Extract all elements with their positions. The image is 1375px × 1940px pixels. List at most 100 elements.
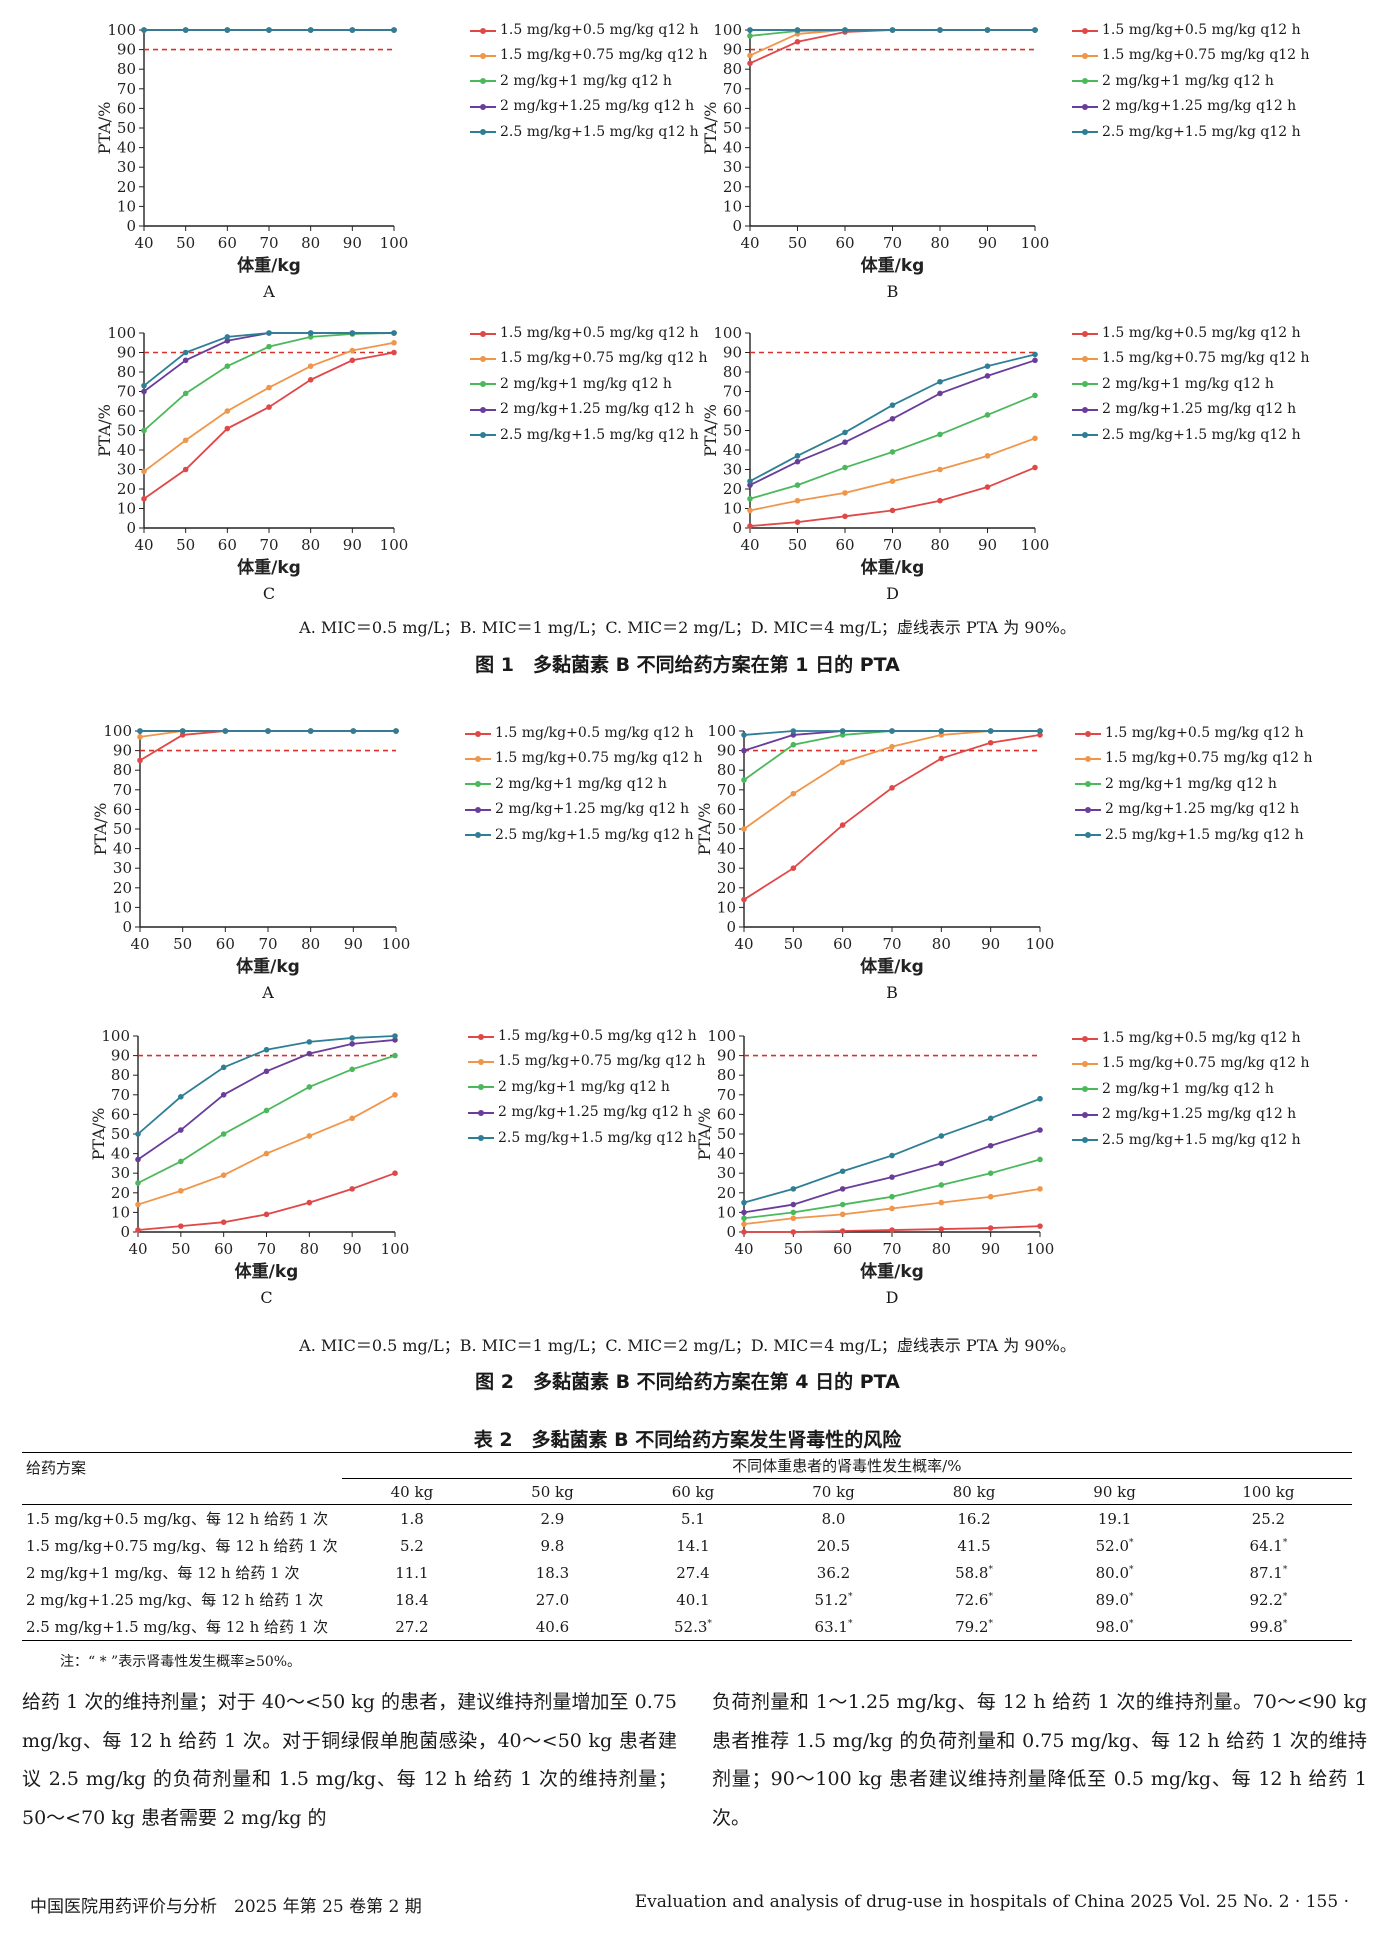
legend-swatch bbox=[1072, 1135, 1098, 1145]
data-point bbox=[307, 27, 314, 33]
table-cell-value: 63.1* bbox=[763, 1613, 904, 1641]
data-point bbox=[1032, 392, 1038, 399]
risk-flag-mark: * bbox=[707, 1618, 712, 1629]
data-point bbox=[224, 338, 231, 344]
data-point bbox=[392, 1092, 398, 1098]
legend-label: 2.5 mg/kg+1.5 mg/kg q12 h bbox=[1105, 826, 1304, 843]
y-tick-label: 10 bbox=[111, 1203, 130, 1221]
risk-flag-mark: * bbox=[988, 1618, 993, 1629]
x-tick-label: 60 bbox=[835, 234, 854, 252]
x-tick-label: 100 bbox=[382, 935, 411, 953]
data-point bbox=[1037, 1127, 1043, 1133]
panel-letter: D bbox=[885, 1288, 899, 1307]
y-tick-label: 50 bbox=[113, 820, 132, 838]
data-point bbox=[938, 1133, 945, 1139]
y-tick-label: 60 bbox=[117, 99, 136, 117]
legend-label: 2 mg/kg+1.25 mg/kg q12 h bbox=[1102, 401, 1297, 418]
table-cell-number: 40.1 bbox=[676, 1590, 710, 1609]
y-tick-label: 20 bbox=[113, 879, 132, 897]
y-tick-label: 20 bbox=[723, 178, 742, 196]
y-tick-label: 10 bbox=[717, 1203, 736, 1221]
y-tick-label: 90 bbox=[723, 41, 742, 59]
x-tick-label: 60 bbox=[835, 536, 854, 554]
legend-label: 2 mg/kg+1.25 mg/kg q12 h bbox=[1102, 1106, 1297, 1123]
data-point bbox=[747, 507, 753, 514]
series-line bbox=[749, 466, 1036, 527]
table-cell-number: 5.2 bbox=[399, 1536, 424, 1555]
data-point bbox=[349, 1035, 355, 1041]
table-header-weight: 80 kg bbox=[903, 1478, 1045, 1505]
data-point bbox=[263, 1046, 270, 1053]
chart-legend: 1.5 mg/kg+0.5 mg/kg q12 h 1.5 mg/kg+0.75 … bbox=[468, 1024, 706, 1151]
table-cell-value: 25.2 bbox=[1185, 1505, 1352, 1533]
legend-label: 2 mg/kg+1.25 mg/kg q12 h bbox=[500, 401, 695, 418]
table-cell-value: 92.2* bbox=[1185, 1586, 1352, 1613]
table-cell-number: 64.1 bbox=[1249, 1536, 1283, 1555]
figure2-note: A. MIC＝0.5 mg/L；B. MIC＝1 mg/L；C. MIC＝2 m… bbox=[299, 1336, 1076, 1355]
y-tick-label: 0 bbox=[122, 918, 132, 936]
x-tick-label: 70 bbox=[882, 935, 901, 953]
table-cell-value: 40.1 bbox=[623, 1586, 764, 1613]
data-point bbox=[306, 1084, 313, 1090]
y-tick-label: 30 bbox=[723, 158, 742, 176]
table-cell-value: 2.9 bbox=[482, 1505, 623, 1533]
y-tick-label: 80 bbox=[717, 761, 736, 779]
y-axis-title: PTA/% bbox=[95, 404, 114, 457]
table-title: 表 2 多黏菌素 B 不同给药方案发生肾毒性的风险 bbox=[473, 1429, 902, 1451]
legend-label: 2.5 mg/kg+1.5 mg/kg q12 h bbox=[495, 826, 694, 843]
legend-swatch bbox=[468, 1082, 494, 1092]
risk-table: 给药方案 不同体重患者的肾毒性发生概率/% 40 kg 50 kg 60 kg 70 … bbox=[22, 1452, 1352, 1641]
data-point bbox=[842, 513, 848, 520]
y-tick-label: 90 bbox=[723, 344, 742, 362]
y-tick-label: 70 bbox=[723, 383, 742, 401]
x-tick-label: 40 bbox=[134, 536, 153, 554]
legend-swatch bbox=[470, 76, 496, 86]
series-line bbox=[749, 29, 1035, 57]
legend-swatch bbox=[465, 805, 491, 815]
y-tick-label: 80 bbox=[111, 1066, 130, 1084]
x-tick-label: 50 bbox=[176, 536, 195, 554]
risk-flag-mark: * bbox=[1129, 1591, 1134, 1602]
data-point bbox=[790, 728, 797, 734]
data-point bbox=[178, 1158, 184, 1165]
data-point bbox=[263, 1211, 270, 1218]
series-line bbox=[749, 437, 1036, 512]
y-tick-label: 30 bbox=[723, 461, 742, 479]
table-cell-regimen: 1.5 mg/kg+0.5 mg/kg、每 12 h 给药 1 次 bbox=[26, 1510, 329, 1528]
x-tick-label: 60 bbox=[218, 536, 237, 554]
figure1-note: A. MIC＝0.5 mg/L；B. MIC＝1 mg/L；C. MIC＝2 m… bbox=[299, 618, 1076, 637]
x-tick-label: 90 bbox=[343, 1240, 362, 1258]
data-point bbox=[889, 449, 896, 455]
table-cell-value: 5.1 bbox=[623, 1505, 764, 1533]
data-point bbox=[263, 1150, 270, 1157]
data-point bbox=[937, 390, 943, 397]
legend-label: 1.5 mg/kg+0.75 mg/kg q12 h bbox=[500, 47, 708, 64]
table-cell-regimen: 2 mg/kg+1.25 mg/kg、每 12 h 给药 1 次 bbox=[26, 1591, 324, 1609]
data-point bbox=[889, 785, 895, 791]
data-point bbox=[938, 1199, 945, 1206]
y-tick-label: 80 bbox=[113, 761, 132, 779]
table-cell-value: 18.4 bbox=[342, 1586, 483, 1613]
x-axis-title: 体重/kg bbox=[860, 1261, 924, 1282]
y-axis-title: PTA/% bbox=[95, 102, 114, 155]
legend-item: 2 mg/kg+1 mg/kg q12 h bbox=[465, 772, 703, 797]
data-point bbox=[1032, 27, 1038, 33]
data-point bbox=[182, 349, 189, 356]
table-cell-number: 63.1 bbox=[814, 1617, 848, 1636]
y-axis-title: PTA/% bbox=[695, 803, 714, 856]
table-cell-value: 5.2 bbox=[342, 1532, 483, 1559]
data-point bbox=[889, 728, 895, 734]
table-cell-number: 18.4 bbox=[395, 1590, 429, 1609]
figure1-title: 图 1 多黏菌素 B 不同给药方案在第 1 日的 PTA bbox=[475, 654, 900, 676]
legend-swatch bbox=[1072, 1059, 1098, 1069]
y-tick-label: 40 bbox=[723, 441, 742, 459]
y-tick-label: 90 bbox=[117, 41, 136, 59]
y-tick-label: 60 bbox=[117, 402, 136, 420]
data-point bbox=[741, 826, 747, 832]
y-tick-label: 40 bbox=[117, 139, 136, 157]
legend-item: 2 mg/kg+1 mg/kg q12 h bbox=[470, 69, 708, 94]
footer-journal-en: Evaluation and analysis of drug-use in h… bbox=[634, 1892, 1349, 1912]
x-tick-label: 60 bbox=[214, 1240, 233, 1258]
